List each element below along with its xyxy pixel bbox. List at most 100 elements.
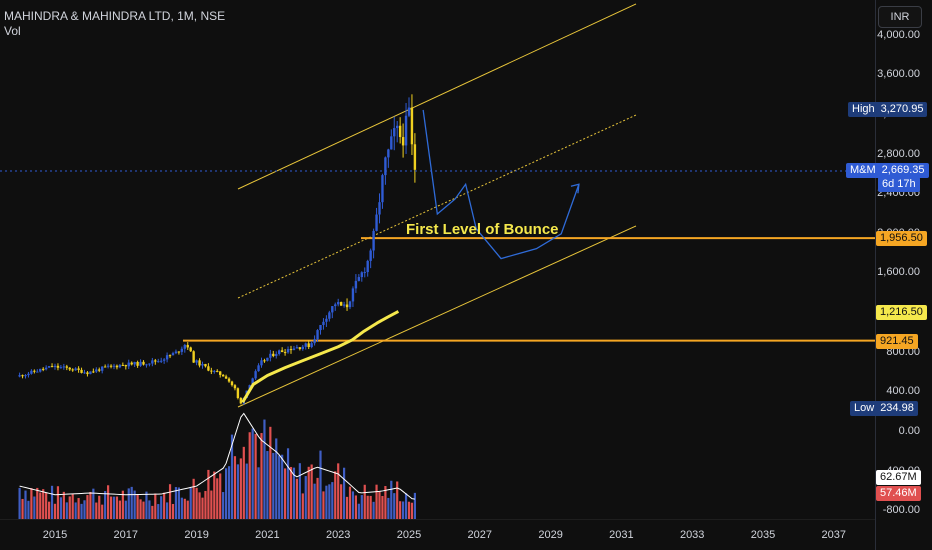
candle-body	[384, 157, 387, 176]
x-tick-label: 2033	[679, 529, 705, 541]
candle-body	[363, 272, 366, 274]
volume-bar	[186, 500, 189, 519]
x-tick-label: 2029	[538, 529, 563, 541]
volume-bar	[260, 433, 263, 519]
candle-body	[47, 366, 51, 368]
candle-body	[98, 369, 101, 371]
low-value: 234.98	[880, 402, 914, 414]
candle-body	[278, 350, 281, 354]
high-value: 3,270.95	[880, 103, 924, 115]
candle-body	[354, 280, 358, 289]
volume-bar	[68, 496, 71, 519]
y-tick-label: 400.00	[886, 385, 920, 398]
candle-body	[183, 344, 186, 349]
candle-body	[307, 343, 310, 348]
candle-body	[148, 363, 151, 365]
candle-body	[301, 346, 304, 350]
projection-arrowhead	[570, 183, 580, 194]
volume-bar	[393, 493, 396, 519]
high-key: High	[852, 103, 875, 115]
candle-body	[121, 364, 125, 366]
volume-bar	[118, 500, 121, 519]
volume-bar	[233, 456, 237, 519]
candle-body	[118, 364, 122, 368]
trend-channel[interactable]	[237, 3, 637, 408]
volume-bar	[366, 495, 369, 519]
channel-lower-line	[237, 225, 637, 408]
volume-bar	[360, 495, 363, 519]
volume-bar	[50, 485, 54, 519]
candle-body	[393, 128, 396, 137]
volume-bar	[201, 497, 204, 519]
volume-bar	[45, 492, 48, 519]
y-tick-label: 4,000.00	[877, 28, 920, 41]
candle-body	[124, 365, 127, 367]
candle-body	[325, 318, 328, 322]
candle-body	[224, 376, 228, 379]
candle-body	[18, 375, 21, 377]
candle-body	[77, 368, 80, 370]
volume-bar	[198, 492, 201, 519]
volume-bar	[387, 497, 390, 519]
candle-body	[401, 137, 405, 146]
candle-body	[103, 366, 107, 368]
volume-bar	[80, 503, 83, 519]
ma-label: 1,216.50	[876, 305, 927, 320]
candle-body	[160, 360, 163, 362]
y-tick-label: -800.00	[882, 504, 920, 517]
volume-bar	[183, 498, 186, 519]
volume-bar	[286, 448, 290, 519]
volume-legend[interactable]: Vol	[4, 24, 21, 38]
volume-bar	[48, 501, 51, 519]
candle-body	[201, 363, 204, 366]
candle-body	[74, 368, 77, 371]
candle-body	[366, 260, 369, 273]
currency-button[interactable]: INR	[878, 6, 922, 28]
high-price-label: High 3,270.95	[848, 102, 928, 117]
volume-bar	[381, 495, 384, 519]
x-tick-label: 2015	[42, 529, 68, 541]
candle-body	[260, 360, 263, 366]
candle-body	[207, 366, 210, 371]
channel-upper-line	[237, 3, 637, 190]
volume-bar	[257, 467, 260, 519]
candle-body	[381, 175, 384, 203]
volume-bar	[42, 489, 45, 519]
volume-bar	[384, 486, 387, 519]
candle-body	[65, 366, 68, 368]
volume-bar	[307, 466, 310, 519]
ma-line	[241, 310, 400, 404]
volume-bar	[104, 491, 107, 519]
candle-body	[375, 214, 378, 231]
price-chart[interactable]	[0, 0, 875, 519]
volume-bar	[266, 451, 269, 519]
volume-bar	[207, 469, 210, 519]
candle-body	[334, 304, 337, 307]
x-tick-label: 2035	[750, 529, 776, 541]
candle-body	[266, 357, 269, 361]
x-tick-label: 2025	[396, 529, 422, 541]
volume-bar	[390, 480, 393, 519]
x-tick-label: 2023	[325, 529, 351, 541]
y-tick-label: 1,600.00	[877, 266, 920, 279]
horizontal-levels[interactable]	[183, 237, 875, 342]
y-tick-label: 2,800.00	[877, 147, 920, 160]
volume-bar	[107, 485, 110, 519]
volume-bar	[343, 467, 346, 519]
candle-body	[304, 343, 307, 347]
candle-body	[21, 375, 24, 377]
volume-bar	[136, 494, 139, 519]
candle-body	[269, 353, 272, 358]
candle-body	[157, 361, 160, 363]
candle-body	[227, 378, 231, 382]
volume-bar	[95, 502, 98, 519]
annotation-text[interactable]: First Level of Bounce	[406, 221, 559, 238]
projection-path[interactable]	[422, 109, 580, 260]
candle-body	[71, 369, 74, 371]
volume-bar	[281, 454, 284, 519]
candle-body	[130, 362, 133, 365]
volume-bar	[166, 502, 169, 519]
candle-body	[174, 351, 178, 354]
x-tick-label: 2027	[467, 529, 493, 541]
candle-body	[328, 312, 331, 319]
